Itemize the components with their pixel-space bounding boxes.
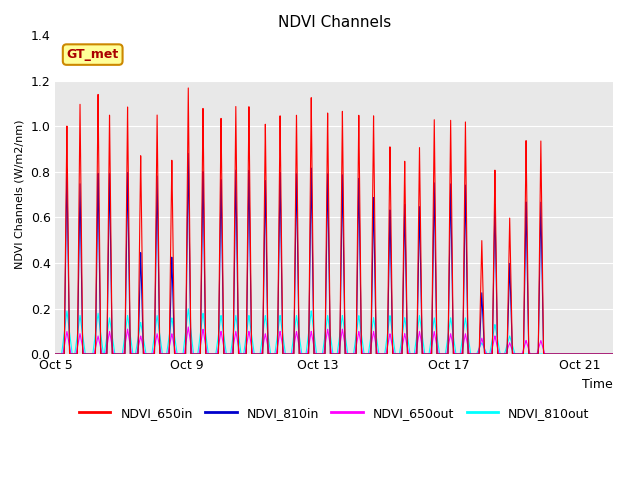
NDVI_650out [79,348,87,354]
NDVI_650in [465,351,473,357]
NDVI_650in [79,351,87,357]
NDVI_810out [381,346,389,352]
NDVI_810out [79,338,87,344]
Line: NDVI_810out: NDVI_810out [56,309,613,354]
NDVI_810out [253,351,261,357]
NDVI_650out [184,324,192,330]
NDVI_810in [79,351,87,357]
NDVI_810out [406,349,413,355]
Title: NDVI Channels: NDVI Channels [278,15,391,30]
NDVI_810out [52,351,60,357]
NDVI_810out [495,342,502,348]
NDVI_650out [465,348,473,354]
NDVI_650out [381,351,389,357]
NDVI_650out [609,351,617,357]
NDVI_810out [184,306,192,312]
Text: GT_met: GT_met [67,48,119,61]
NDVI_810in [465,351,473,357]
NDVI_650in [406,351,413,357]
Legend: NDVI_650in, NDVI_810in, NDVI_650out, NDVI_810out: NDVI_650in, NDVI_810in, NDVI_650out, NDV… [74,402,594,425]
NDVI_810in [609,351,617,357]
NDVI_810in [52,351,60,357]
NDVI_650in [52,351,60,357]
NDVI_650in [609,351,617,357]
NDVI_810in [381,351,389,357]
NDVI_650in [184,85,192,91]
NDVI_810in [184,151,192,156]
NDVI_810in [406,351,413,357]
NDVI_650out [253,351,261,357]
NDVI_650in [253,351,261,357]
NDVI_810in [495,351,502,357]
Bar [56,36,613,81]
NDVI_650out [52,351,60,357]
NDVI_810out [465,339,473,345]
Y-axis label: NDVI Channels (W/m2/nm): NDVI Channels (W/m2/nm) [15,120,25,269]
X-axis label: Time: Time [582,377,613,391]
NDVI_810out [609,351,617,357]
NDVI_650in [381,351,389,357]
Line: NDVI_650in: NDVI_650in [56,88,613,354]
NDVI_650in [495,351,502,357]
NDVI_810in [253,351,261,357]
NDVI_650out [406,351,413,357]
Line: NDVI_650out: NDVI_650out [56,327,613,354]
Line: NDVI_810in: NDVI_810in [56,154,613,354]
NDVI_650out [495,350,502,356]
